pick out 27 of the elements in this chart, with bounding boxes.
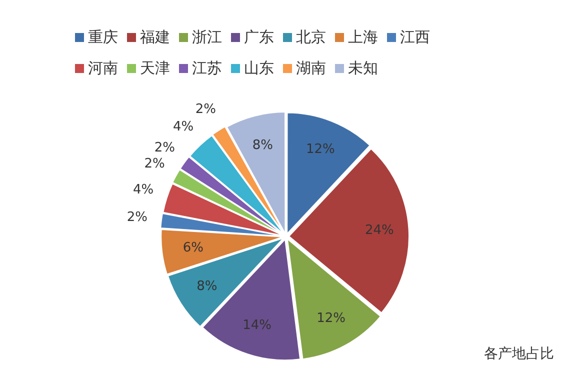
legend-label: 湖南 <box>296 59 326 78</box>
text: 各产地占比 <box>484 345 554 363</box>
legend-label: 天津 <box>140 59 170 78</box>
data-label: 4% <box>133 182 154 198</box>
data-label: 2% <box>154 140 175 156</box>
legend-label: 江西 <box>400 28 430 47</box>
legend-label: 未知 <box>348 59 378 78</box>
legend-label: 上海 <box>348 28 378 47</box>
legend-label: 山东 <box>244 59 274 78</box>
legend-label: 重庆 <box>88 28 118 47</box>
data-label: 2% <box>126 210 148 226</box>
legend-label: 浙江 <box>192 28 222 47</box>
data-label: 8% <box>252 138 274 154</box>
data-label: 2% <box>144 156 165 172</box>
data-label: 14% <box>242 318 272 333</box>
legend-label: 北京 <box>296 28 326 47</box>
data-label: 12% <box>306 142 335 157</box>
legend-label: 江苏 <box>192 59 222 78</box>
data-label: 24% <box>364 223 394 238</box>
data-label: 4% <box>173 120 194 135</box>
data-label: 6% <box>182 240 204 256</box>
legend-label: 广东 <box>244 28 274 47</box>
legend-label: 福建 <box>140 28 170 47</box>
data-label: 12% <box>316 310 346 326</box>
data-label: 2% <box>195 102 216 118</box>
legend-label: 河南 <box>88 59 118 78</box>
data-label: 8% <box>196 279 218 294</box>
